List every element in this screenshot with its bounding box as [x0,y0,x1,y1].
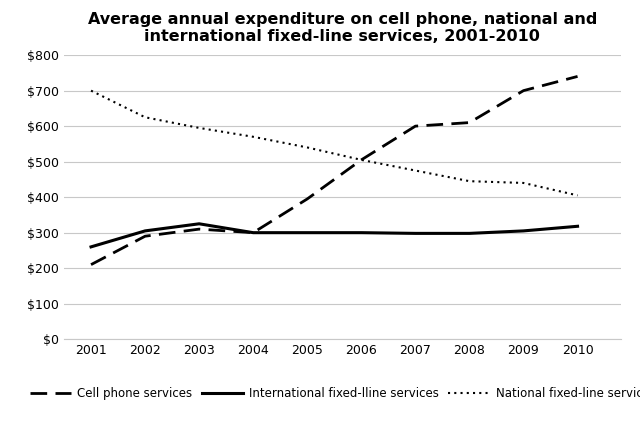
Legend: Cell phone services, International fixed-lline services, National fixed-line ser: Cell phone services, International fixed… [26,382,640,404]
Title: Average annual expenditure on cell phone, national and
international fixed-line : Average annual expenditure on cell phone… [88,12,597,44]
